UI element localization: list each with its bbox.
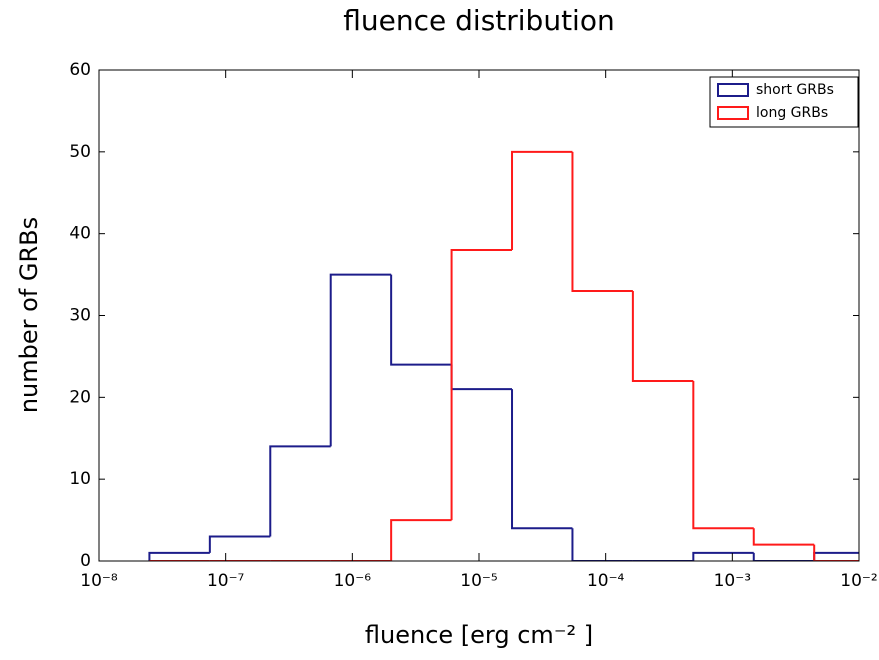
plot-frame — [98, 69, 860, 562]
histogram-step — [571, 151, 633, 292]
histogram-step — [752, 528, 815, 546]
y-axis-label: number of GRBs — [15, 217, 43, 413]
legend-swatch — [717, 106, 749, 120]
histogram-step — [269, 445, 331, 537]
histogram-step — [208, 535, 271, 553]
histogram-step — [813, 544, 859, 561]
legend: short GRBs long GRBs — [709, 76, 859, 128]
x-tick-label: 10⁻⁴ — [587, 571, 625, 591]
histogram-step — [450, 364, 513, 391]
x-tick-label: 10⁻² — [840, 571, 877, 591]
y-tick-label: 0 — [80, 551, 91, 571]
histogram-step — [329, 273, 392, 447]
histogram-step — [390, 519, 452, 561]
histogram-step — [692, 551, 754, 561]
y-tick-label: 50 — [69, 142, 91, 162]
histogram-step — [390, 274, 452, 366]
x-tick-label: 10⁻⁵ — [460, 571, 497, 591]
y-tick-label: 10 — [69, 469, 91, 489]
histogram-step — [450, 249, 513, 521]
histogram-step — [148, 551, 210, 561]
histogram-step — [813, 551, 859, 561]
histogram-step — [692, 380, 754, 530]
histogram-step — [511, 389, 573, 530]
legend-label: long GRBs — [756, 105, 828, 121]
plot-marks — [148, 150, 859, 561]
y-tick-label: 30 — [69, 306, 91, 326]
histogram-step — [571, 528, 633, 561]
x-tick-label: 10⁻³ — [714, 571, 751, 591]
x-tick-label: 10⁻⁶ — [334, 571, 372, 591]
y-tick-label: 20 — [69, 387, 91, 407]
legend-swatch — [717, 83, 749, 97]
x-tick-label: 10⁻⁸ — [80, 571, 118, 591]
x-tick-label: 10⁻⁷ — [207, 571, 245, 591]
y-tick-label: 60 — [69, 60, 91, 80]
histogram-step — [631, 290, 694, 382]
x-axis-label: fluence [erg cm⁻² ] — [365, 621, 593, 649]
chart-title: fluence distribution — [343, 4, 614, 37]
histogram-step — [752, 552, 815, 561]
legend-label: short GRBs — [756, 82, 834, 98]
histogram-step — [511, 150, 573, 251]
y-tick-label: 40 — [69, 224, 91, 244]
